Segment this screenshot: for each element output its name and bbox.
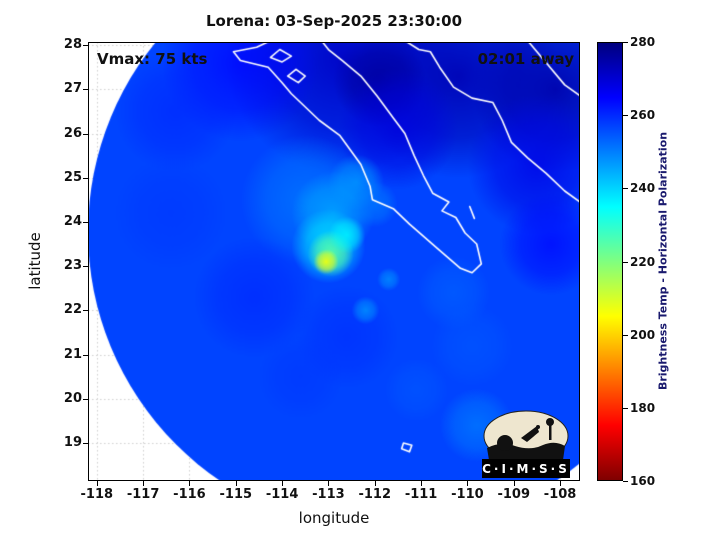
colorbar-tick-label: 220 (630, 254, 656, 269)
x-tick-mark (467, 481, 469, 486)
x-tick-mark (421, 481, 423, 486)
colorbar-tick-mark (623, 407, 628, 409)
y-tick-label: 26 (63, 125, 82, 141)
y-tick-mark (83, 133, 88, 135)
plot-title: Lorena: 03-Sep-2025 23:30:00 (205, 12, 463, 30)
x-tick-mark (282, 481, 284, 486)
y-tick-label: 23 (63, 258, 82, 274)
x-tick-label: -108 (543, 487, 577, 502)
y-tick-mark (83, 354, 88, 356)
y-tick-label: 22 (63, 302, 82, 318)
logo-dish-icon (521, 426, 539, 442)
eta-annotation: 02:01 away (477, 50, 574, 68)
colorbar-tick-label: 160 (630, 474, 656, 488)
y-tick-mark (83, 266, 88, 268)
y-tick-mark (83, 310, 88, 312)
x-tick-mark (374, 481, 376, 486)
x-tick-label: -111 (404, 487, 438, 502)
y-tick-label: 19 (63, 434, 82, 450)
y-axis-label: latitude (26, 232, 44, 290)
y-tick-mark (83, 45, 88, 47)
logo-tower-icon (549, 424, 552, 440)
y-tick-label: 25 (63, 169, 82, 185)
x-tick-mark (235, 481, 237, 486)
y-tick-mark (83, 398, 88, 400)
x-tick-label: -116 (173, 487, 206, 502)
swath-canvas (88, 42, 580, 481)
x-axis-label: longitude (298, 509, 370, 527)
x-tick-mark (328, 481, 330, 486)
colorbar-tick-mark (623, 42, 628, 43)
colorbar-tick-mark (623, 261, 628, 263)
logo-text: C·I·M·S·S (482, 462, 570, 476)
colorbar-tick-label: 240 (630, 181, 656, 196)
x-tick-mark (560, 481, 562, 486)
colorbar-tick-label: 280 (630, 35, 656, 49)
colorbar-tick-mark (623, 334, 628, 336)
x-tick-label: -110 (451, 487, 484, 502)
x-tick-label: -109 (497, 487, 531, 502)
x-tick-mark (96, 481, 98, 486)
logo-tower-top (546, 418, 554, 426)
x-tick-label: -113 (312, 487, 345, 502)
x-tick-label: -117 (126, 487, 160, 502)
y-tick-mark (83, 89, 88, 91)
y-tick-label: 24 (63, 213, 82, 229)
colorbar-tick-mark (623, 188, 628, 190)
colorbar-tick-label: 200 (630, 327, 656, 342)
colorbar (597, 42, 623, 481)
x-tick-label: -118 (80, 487, 114, 502)
colorbar-tick-label: 260 (630, 108, 656, 123)
x-tick-label: -114 (265, 487, 299, 502)
colorbar-label: Brightness Temp - Horizontal Polarizatio… (656, 131, 670, 391)
logo-dome-icon (497, 435, 513, 451)
y-tick-label: 20 (63, 390, 82, 406)
x-tick-label: -112 (358, 487, 392, 502)
colorbar-tick-mark (623, 115, 628, 117)
logo-dish-feed (536, 425, 540, 429)
colorbar-tick-mark (623, 481, 628, 482)
vmax-annotation: Vmax: 75 kts (97, 50, 208, 68)
y-tick-label: 21 (63, 346, 82, 362)
x-tick-mark (143, 481, 145, 486)
x-tick-mark (513, 481, 515, 486)
y-tick-label: 27 (63, 81, 82, 97)
logo-banner (482, 459, 570, 478)
y-tick-mark (83, 177, 88, 179)
y-tick-mark (83, 221, 88, 223)
x-tick-label: -115 (219, 487, 253, 502)
colorbar-tick-label: 180 (630, 400, 656, 415)
y-tick-mark (83, 442, 88, 444)
x-tick-mark (189, 481, 191, 486)
cimss-logo: C·I·M·S·S (482, 410, 570, 478)
y-tick-label: 28 (63, 37, 82, 53)
